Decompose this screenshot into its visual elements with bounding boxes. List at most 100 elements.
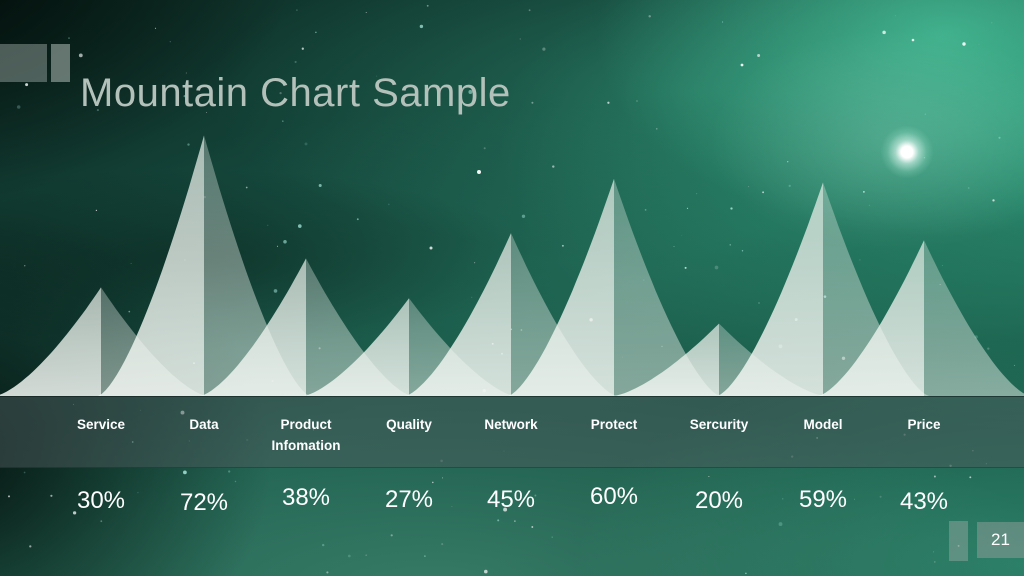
- star-dot: [483, 147, 486, 150]
- star-dot: [23, 471, 26, 474]
- star-dot: [78, 53, 83, 58]
- star-dot: [519, 38, 521, 40]
- star-dot: [130, 262, 132, 264]
- mountain-left-half-5: [508, 178, 614, 396]
- mountain-left-half-3: [303, 298, 409, 396]
- category-label: Data: [189, 417, 219, 432]
- accent-star: [962, 42, 966, 46]
- mountain-right-half-5: [614, 178, 720, 396]
- star-dot: [924, 113, 926, 115]
- star-dot: [468, 90, 473, 94]
- star-dot: [137, 491, 139, 494]
- star-dot: [648, 15, 651, 18]
- star-dot: [561, 244, 564, 247]
- star-dot: [95, 209, 98, 212]
- star-dot: [102, 85, 105, 88]
- title-decoration-rect: [0, 44, 47, 82]
- star-dot: [696, 193, 698, 195]
- star-dot: [757, 54, 761, 57]
- star-dot: [7, 495, 11, 498]
- star-dot: [169, 41, 171, 43]
- star-dot: [100, 520, 103, 523]
- star-dot: [656, 128, 658, 130]
- category-label-band: [0, 396, 1024, 468]
- star-dot: [991, 22, 993, 24]
- star-dot: [16, 105, 21, 109]
- star-dot: [644, 209, 647, 211]
- star-dot: [863, 191, 865, 193]
- star-dot: [514, 520, 516, 522]
- star-dot: [503, 507, 508, 512]
- star-dot: [859, 259, 861, 261]
- star-dot: [294, 60, 297, 64]
- star-dot: [267, 224, 269, 226]
- bright-star-glow: [881, 126, 933, 178]
- page-number-badge: 21: [977, 522, 1024, 558]
- category-label: Product Infomation: [271, 417, 341, 453]
- star-dot: [531, 526, 534, 528]
- mountain-right-half-8: [924, 240, 1024, 396]
- star-dot: [778, 522, 783, 527]
- star-dot: [279, 91, 282, 95]
- star-dot: [607, 101, 610, 104]
- star-dot: [788, 184, 791, 188]
- category-label: Quality: [386, 417, 432, 432]
- star-dot: [992, 199, 995, 202]
- mountain-left-half-0: [0, 287, 101, 396]
- category-label: Network: [484, 417, 538, 432]
- star-dot: [283, 240, 287, 244]
- star-dot: [315, 31, 317, 34]
- star-dot: [326, 571, 329, 574]
- star-dot: [132, 100, 134, 101]
- star-dot: [356, 218, 359, 221]
- star-dot: [432, 481, 434, 484]
- star-dot: [296, 9, 298, 11]
- star-dot: [969, 476, 972, 479]
- star-dot: [684, 266, 687, 269]
- star-dot: [978, 43, 980, 45]
- star-dot: [730, 207, 733, 210]
- star-dot: [183, 470, 187, 475]
- star-dot: [426, 4, 429, 7]
- star-dot: [68, 37, 70, 39]
- mountain-left-half-2: [200, 258, 306, 396]
- mountain-left-half-7: [717, 182, 823, 396]
- category-label: Sercurity: [689, 417, 749, 432]
- star-dot: [245, 186, 248, 189]
- star-dot: [128, 310, 131, 313]
- star-dot: [879, 495, 882, 498]
- star-dot: [365, 554, 368, 557]
- category-label: Model: [803, 417, 843, 432]
- star-dot: [24, 265, 26, 267]
- value-label: 72%: [179, 489, 229, 516]
- page-title: Mountain Chart Sample: [80, 70, 511, 115]
- star-dot: [187, 143, 190, 146]
- star-dot: [365, 11, 367, 13]
- star-dot: [304, 142, 308, 146]
- star-dot: [551, 536, 553, 538]
- star-dot: [471, 296, 473, 298]
- category-label: Service: [76, 417, 126, 432]
- category-label: Protect: [590, 417, 638, 432]
- star-dot: [1013, 364, 1016, 366]
- star-dot: [894, 15, 896, 17]
- title-decoration-bar: [51, 44, 70, 82]
- star-dot: [748, 186, 750, 188]
- accent-star: [740, 63, 744, 67]
- star-dot: [933, 551, 935, 553]
- star-dot: [636, 100, 638, 102]
- accent-star: [477, 170, 481, 174]
- value-label: 59%: [798, 486, 848, 513]
- page-number-decoration-bar: [949, 521, 968, 561]
- value-label: 43%: [899, 488, 949, 515]
- star-dot: [29, 545, 32, 548]
- mountain-left-half-6: [613, 323, 719, 396]
- star-dot: [729, 244, 731, 246]
- value-label: 30%: [76, 487, 126, 514]
- star-dot: [154, 27, 157, 29]
- star-dot: [497, 519, 500, 522]
- mountain-left-half-1: [98, 135, 204, 396]
- star-dot: [444, 85, 446, 87]
- star-dot: [673, 246, 675, 247]
- star-dot: [782, 498, 784, 500]
